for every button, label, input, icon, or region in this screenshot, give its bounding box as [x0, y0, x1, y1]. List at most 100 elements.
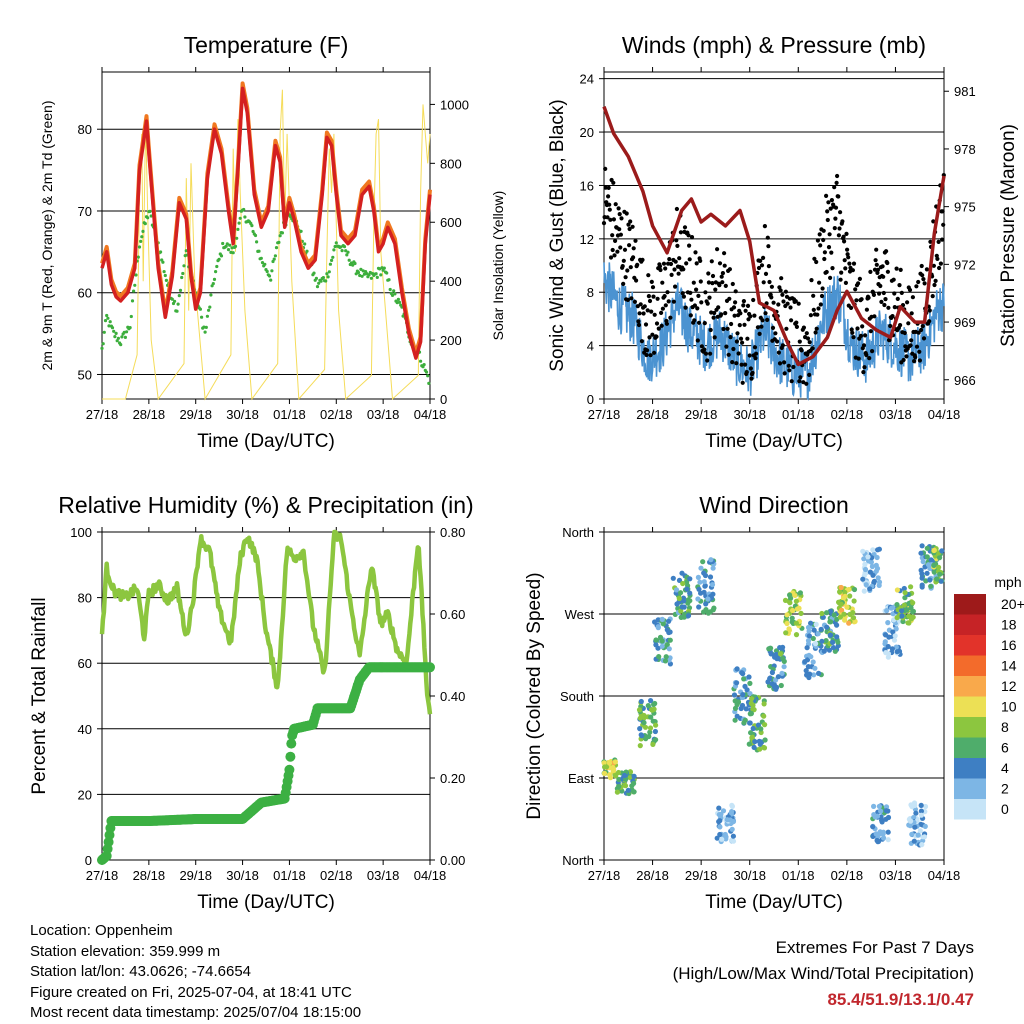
gust-point	[716, 305, 721, 310]
rh-x-tick-label: 28/18	[133, 868, 166, 883]
gust-point	[627, 243, 632, 248]
dewpoint-point	[263, 262, 267, 266]
wind-direction-point	[870, 824, 876, 830]
wind-direction-point	[873, 562, 879, 568]
gust-point	[883, 297, 888, 302]
wind-x-tick-label: 04/18	[928, 407, 961, 422]
dewpoint-point	[182, 264, 186, 268]
wind-direction-point	[606, 760, 613, 766]
gust-point	[836, 194, 841, 199]
dewpoint-point	[259, 256, 263, 260]
gust-point	[610, 247, 615, 253]
wind-direction-point	[739, 702, 746, 709]
wind-direction-point	[769, 669, 776, 676]
dewpoint-point	[225, 242, 229, 246]
wind-direction-point	[708, 557, 714, 563]
dewpoint-point	[103, 319, 108, 323]
extremes-subheading: (High/Low/Max Wind/Total Precipitation)	[672, 964, 974, 983]
dewpoint-point	[236, 227, 240, 231]
gust-point	[722, 263, 727, 268]
wind-direction-point	[751, 744, 757, 751]
wind-direction-point	[775, 674, 782, 680]
gust-point	[916, 330, 921, 335]
wind-direction-point	[650, 741, 656, 748]
wind-direction-point	[653, 637, 659, 643]
wind-direction-point	[931, 569, 937, 575]
gust-point	[765, 235, 770, 240]
gust-point	[833, 216, 838, 221]
rh-y-tick-label: 80	[78, 591, 92, 606]
gust-point	[629, 296, 634, 301]
dewpoint-point	[326, 275, 330, 279]
dewpoint-point	[374, 272, 378, 276]
wind-direction-point	[831, 612, 837, 618]
gust-point	[728, 335, 733, 340]
dewpoint-point	[344, 249, 348, 253]
gust-point	[757, 331, 762, 336]
wind-direction-point	[907, 823, 913, 829]
gust-point	[829, 250, 834, 255]
wind-direction-point	[828, 619, 834, 625]
gust-point	[615, 249, 620, 254]
wind-direction-point	[823, 638, 829, 644]
wind-direction-point	[720, 808, 727, 814]
wind-direction-point	[830, 645, 837, 651]
gust-point	[874, 247, 879, 252]
gust-point	[726, 352, 731, 357]
wind-direction-point	[752, 739, 758, 745]
dewpoint-point	[361, 269, 365, 273]
wind-direction-point	[793, 620, 800, 626]
wind-direction-point	[883, 816, 889, 822]
wind-direction-point	[883, 808, 889, 814]
wind-direction-point	[653, 722, 659, 728]
gust-point	[643, 322, 649, 327]
dewpoint-point	[397, 300, 402, 304]
wind-direction-point	[616, 776, 622, 783]
gust-point	[767, 279, 772, 285]
wind-direction-point	[656, 654, 662, 660]
gust-point	[870, 349, 875, 354]
wind-direction-point	[826, 647, 833, 653]
gust-point	[789, 318, 794, 323]
gust-point	[663, 266, 668, 271]
wind-direction-point	[744, 687, 750, 693]
gust-point	[691, 280, 696, 285]
temp-x-tick-label: 02/18	[320, 407, 353, 422]
dewpoint-point	[340, 249, 344, 253]
wind-direction-point	[700, 559, 706, 565]
dewpoint-point	[253, 233, 258, 238]
station-pressure-line	[602, 106, 946, 367]
rh-x-tick-label: 04/18	[414, 868, 447, 883]
gust-point	[743, 308, 748, 313]
wind-direction-point	[851, 586, 858, 593]
dewpoint-point	[345, 253, 349, 257]
wind-direction-point	[761, 713, 767, 719]
gust-point	[829, 198, 835, 203]
wind-direction-point	[874, 837, 880, 844]
gust-point	[888, 323, 893, 329]
gust-point	[720, 280, 725, 285]
gust-point	[826, 200, 831, 205]
wind-direction-point	[924, 554, 930, 560]
wind-direction-point	[695, 574, 702, 581]
gust-point	[822, 256, 827, 262]
gust-point	[646, 294, 652, 299]
speed-legend-label: 14	[1001, 658, 1017, 674]
gust-point	[703, 290, 708, 295]
gust-point	[824, 269, 829, 275]
wind-direction-point	[612, 759, 619, 765]
wind-direction-point	[716, 812, 723, 818]
wind-direction-point	[924, 545, 930, 551]
wind-direction-point	[746, 674, 752, 680]
dewpoint-point	[180, 275, 184, 280]
wind-direction-point	[659, 643, 665, 649]
wind-direction-point	[747, 691, 753, 697]
gust-point	[924, 267, 930, 272]
dewpoint-point	[325, 272, 329, 276]
wind-direction-point	[762, 737, 768, 743]
gust-point	[739, 362, 744, 367]
wind-x-tick-label: 28/18	[636, 407, 669, 422]
wind-direction-point	[781, 664, 787, 670]
dir-x-tick-label: 04/18	[928, 868, 961, 883]
wind-y2-tick-label: 969	[954, 315, 976, 330]
